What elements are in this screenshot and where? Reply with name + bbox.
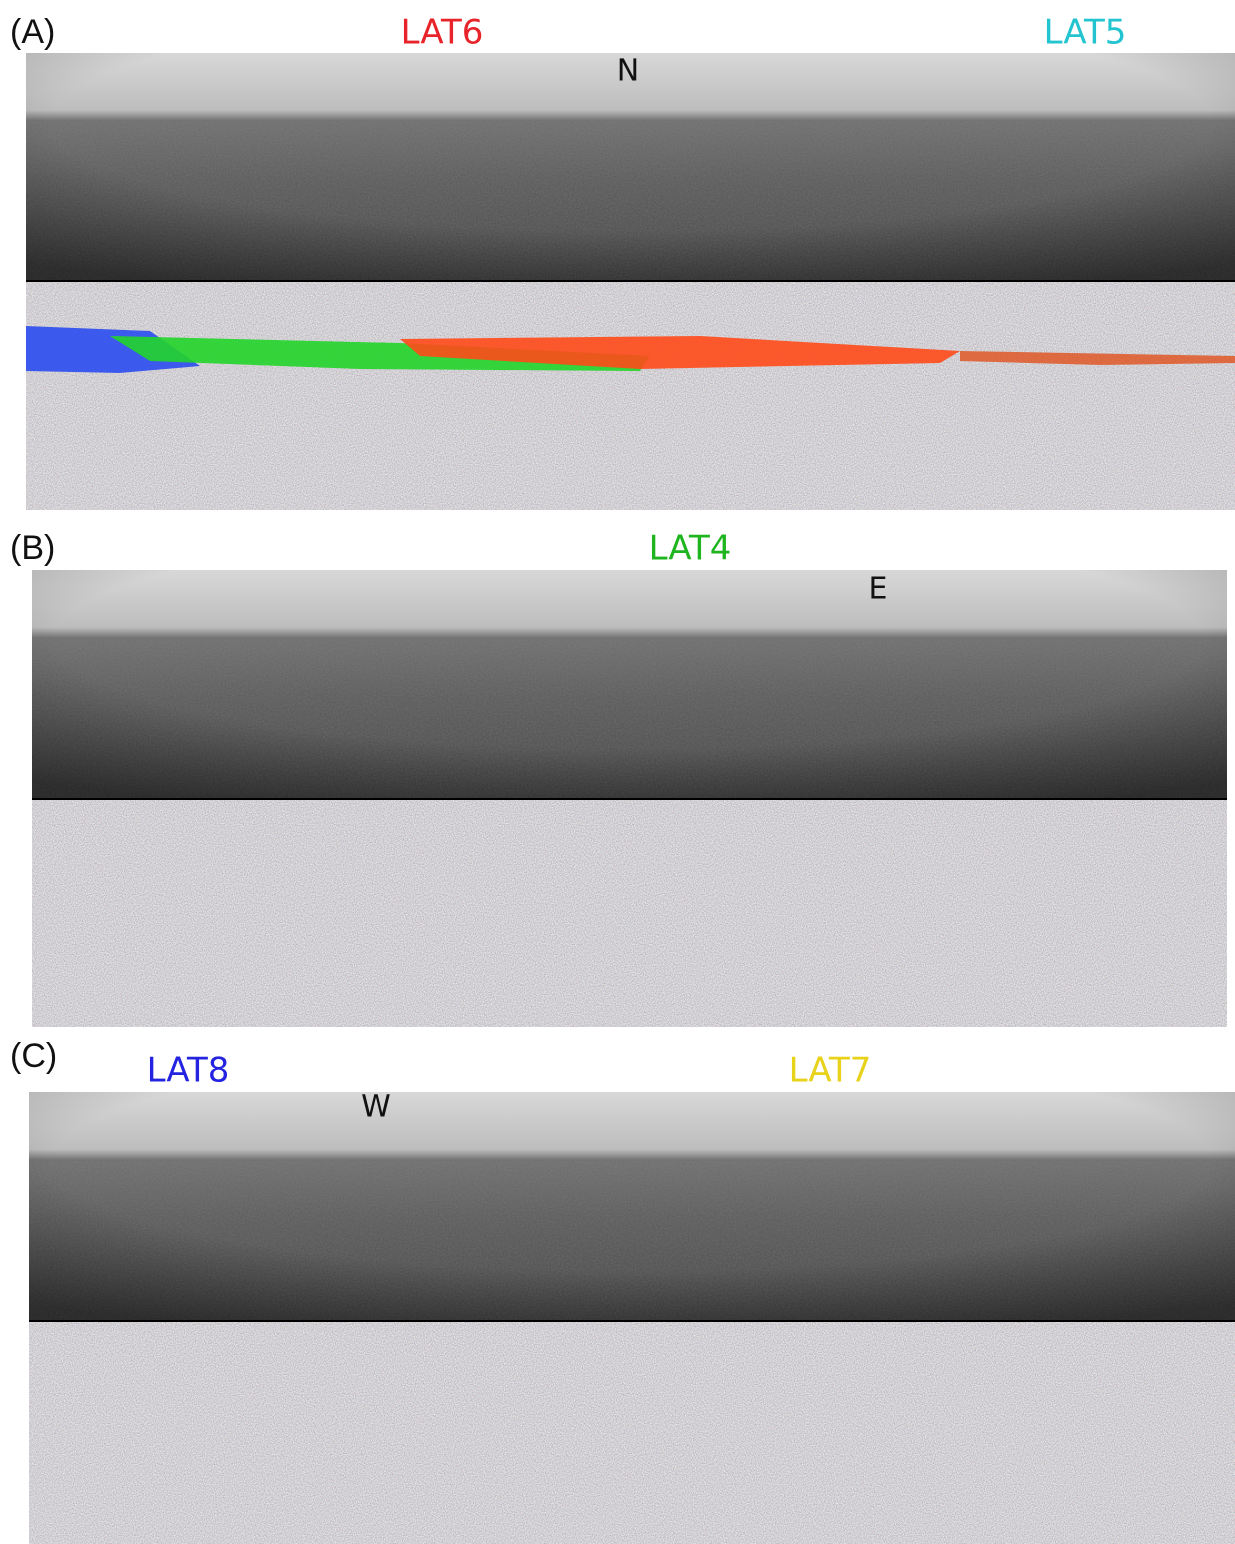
direction-label: N xyxy=(617,54,639,89)
panel-label: (A) xyxy=(10,13,55,51)
marker-label: LAT5 xyxy=(1044,13,1127,53)
marker-label: LAT4 xyxy=(649,529,732,569)
map xyxy=(29,1322,1235,1544)
images xyxy=(26,53,1235,1544)
photo-vignette xyxy=(29,1092,1235,1321)
panel-label: (B) xyxy=(10,529,55,567)
direction-label: W xyxy=(361,1090,391,1125)
photo-vignette xyxy=(32,570,1227,799)
panel-label: (C) xyxy=(10,1037,57,1075)
marker-label: LAT7 xyxy=(789,1051,872,1091)
page: {"panels": [ {"label": "(A)", "markers":… xyxy=(0,0,1235,1544)
marker-label: LAT6 xyxy=(401,13,484,53)
figure: (A) LAT6 LAT5 N (B) LAT4 E (C) LAT8 LAT7 W xyxy=(0,0,1235,1544)
map xyxy=(32,800,1227,1027)
marker-label: LAT8 xyxy=(147,1051,230,1091)
direction-label: E xyxy=(869,572,888,607)
map xyxy=(26,282,1235,510)
